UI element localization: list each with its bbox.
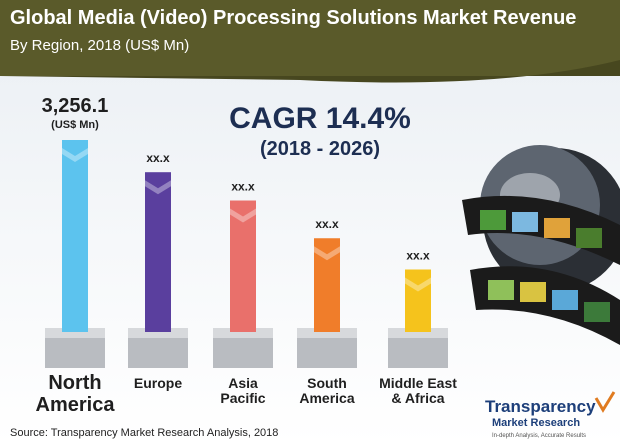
pedestal-top [388, 328, 448, 338]
source: Source: Transparency Market Research Ana… [10, 427, 278, 439]
header-shade [0, 60, 620, 83]
bar [145, 172, 171, 332]
value-label: 3,256.1 [42, 95, 109, 117]
cagr-period: (2018 - 2026) [260, 138, 380, 160]
pedestal-top [45, 328, 105, 338]
value-label: xx.x [231, 180, 255, 194]
header-band [0, 0, 620, 76]
pedestal-top [213, 328, 273, 338]
value-unit: (US$ Mn) [51, 119, 99, 131]
cagr: CAGR 14.4% [229, 102, 411, 135]
bar [62, 140, 88, 332]
category-label: Asia Pacific [220, 375, 266, 407]
pedestal-top [297, 328, 357, 338]
title: Global Media (Video) Processing Solution… [10, 7, 576, 29]
bar-notch [145, 180, 171, 195]
value-label: xx.x [315, 217, 339, 231]
category-label: Middle East & Africa [379, 375, 457, 407]
pedestal [213, 338, 273, 368]
bar-notch [314, 246, 340, 261]
bar-notch [405, 277, 431, 292]
pedestal [388, 338, 448, 368]
pedestal [297, 338, 357, 368]
logo-line1: Transparency [485, 397, 596, 416]
value-label: xx.x [406, 248, 430, 262]
logo-line2: Market Research [492, 417, 580, 429]
logo-tagline: In-depth Analysis, Accurate Results [492, 433, 586, 439]
bar-notch [62, 148, 88, 162]
category-label: Europe [133, 375, 183, 391]
value-label: xx.x [146, 151, 170, 165]
pedestal [45, 338, 105, 368]
pedestal-top [128, 328, 188, 338]
category-label: North America [35, 372, 115, 416]
logo-check [594, 391, 616, 413]
bar [230, 200, 256, 332]
bar [405, 269, 431, 332]
subtitle: By Region, 2018 (US$ Mn) [10, 37, 189, 54]
pedestal [128, 338, 188, 368]
bar-notch [230, 208, 256, 223]
category-label: South America [299, 375, 355, 407]
bar [314, 238, 340, 332]
film-globe [462, 145, 620, 345]
